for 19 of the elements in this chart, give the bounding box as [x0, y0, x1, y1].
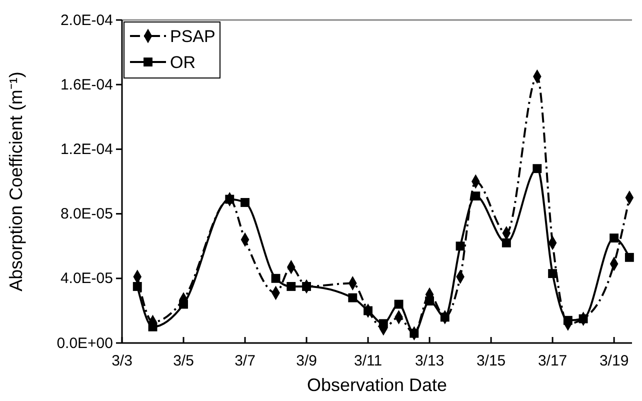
x-tick-label: 3/3	[112, 352, 132, 370]
x-tick-label: 3/17	[538, 352, 568, 370]
x-axis-title: Observation Date	[306, 375, 448, 395]
x-tick-label: 3/13	[414, 352, 444, 370]
x-tick-label: 3/11	[354, 352, 382, 370]
x-tick-label: 3/15	[476, 352, 506, 370]
y-axis-title: Absorption Coefficient (m⁻¹)	[6, 72, 26, 292]
legend-label: PSAP	[170, 26, 216, 46]
x-tick-label: 3/19	[599, 352, 629, 370]
x-tick-label: 3/7	[234, 352, 256, 370]
x-tick-label: 3/9	[296, 352, 317, 370]
y-tick-label: 2.0E-04	[60, 12, 113, 29]
y-tick-label: 1.2E-04	[60, 141, 113, 158]
legend-label: OR	[170, 52, 196, 72]
x-tick-label: 3/5	[173, 352, 194, 370]
y-tick-label: 8.0E-05	[60, 206, 113, 223]
y-tick-label: 0.0E+00	[56, 334, 113, 352]
y-tick-label: 4.0E-05	[60, 270, 113, 288]
y-tick-label: 1.6E-04	[60, 76, 113, 94]
